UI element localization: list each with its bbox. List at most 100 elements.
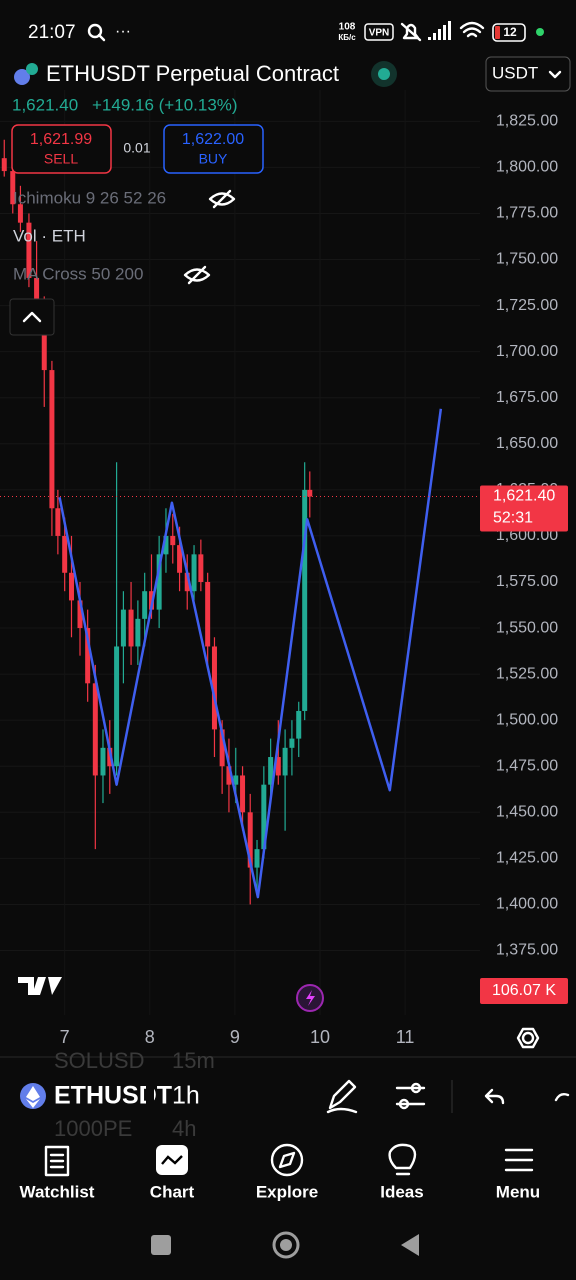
home-button[interactable] (272, 1231, 300, 1259)
nav-icon (270, 1143, 304, 1177)
candle-body (41, 314, 47, 371)
battery-level (495, 26, 500, 39)
candle-body (77, 600, 83, 629)
eth-icon (14, 69, 30, 85)
indicator[interactable]: Ichimoku 9 26 52 26 (13, 188, 166, 207)
home-button-dot (280, 1239, 292, 1251)
net-speed: 108 (339, 22, 356, 33)
draw-icon[interactable] (326, 1079, 358, 1114)
indicator[interactable]: Vol · ETH (13, 226, 86, 245)
grid: 1,825.00 1,800.00 1,775.00 1,750.00 1,725.00… (0, 90, 558, 1047)
bolt (306, 990, 315, 1006)
candle-body (107, 747, 113, 767)
settings-icon[interactable] (521, 1031, 535, 1045)
y-tick-label: 1,475.00 (496, 757, 558, 774)
tags: 1,621.40 52:31 106.07 K (480, 485, 568, 1004)
sell-price: 1,621.99 (30, 131, 92, 148)
nav-item[interactable]: Ideas (380, 1182, 423, 1201)
candle-body (226, 766, 232, 785)
candle-body (163, 535, 169, 555)
nav-icon (161, 1155, 183, 1165)
clock: 21:07 (28, 22, 76, 43)
x-tick-label: 9 (230, 1027, 240, 1047)
wifi-icon (459, 21, 485, 38)
settings-icon (516, 1027, 540, 1049)
nav-icon (44, 1145, 70, 1177)
x-tick-label: 8 (145, 1027, 155, 1047)
buy-button[interactable] (163, 124, 264, 174)
redo-icon (554, 1092, 570, 1102)
candle-body (34, 277, 40, 315)
undo-icon[interactable] (484, 1088, 505, 1105)
nav-item[interactable]: Watchlist (20, 1182, 95, 1201)
toolbar-symbol[interactable]: ETHUSDT (54, 1082, 172, 1110)
indicators-icon (398, 1098, 410, 1110)
back-button[interactable] (401, 1234, 419, 1256)
signal-icon (428, 21, 451, 40)
candle-body (114, 646, 120, 767)
candle-body (261, 784, 267, 850)
candle-body (211, 646, 217, 730)
nav-item[interactable]: Chart (150, 1182, 195, 1201)
buy-price: 1,622.00 (182, 131, 244, 148)
countdown: 52:31 (493, 510, 533, 527)
nav-item[interactable]: Menu (496, 1182, 540, 1201)
search-icon (97, 33, 106, 42)
candle-body (10, 171, 16, 205)
price-tag-label: 1,621.40 (493, 488, 555, 505)
sell-button[interactable] (11, 124, 112, 174)
candle-body (120, 609, 126, 647)
candle-body (247, 812, 253, 868)
hidden-icon[interactable] (208, 189, 236, 209)
candle-body (100, 747, 106, 776)
candle-body (1, 158, 7, 172)
toolbar-interval[interactable]: 1h (172, 1082, 200, 1110)
tv-logo (18, 977, 62, 995)
candle-body (177, 545, 183, 573)
net-unit: КБ/с (338, 33, 356, 42)
x-tick-label: 10 (310, 1027, 330, 1047)
recents-button[interactable] (151, 1235, 171, 1255)
candle-body (240, 775, 246, 813)
chevron-up (22, 311, 42, 323)
plot (0, 139, 480, 905)
collapse-button[interactable] (9, 298, 55, 336)
candle-body (289, 738, 295, 748)
battery-text: 12 (503, 25, 517, 39)
indicator[interactable]: MA Cross 50 200 (13, 264, 143, 283)
candle-body (85, 628, 91, 684)
y-tick-label: 1,425.00 (496, 850, 558, 867)
buy-label: BUY (199, 151, 228, 167)
candle-body (17, 204, 23, 223)
nav-icon (278, 1151, 296, 1169)
candle-body (296, 710, 302, 739)
candle-body (92, 683, 98, 776)
y-tick-label: 1,575.00 (496, 573, 558, 590)
candle-body (170, 535, 176, 546)
spread: 0.01 (123, 140, 150, 156)
nav-item[interactable]: Explore (256, 1182, 318, 1201)
y-tick-label: 1,700.00 (496, 343, 558, 360)
candle-body (307, 489, 313, 497)
candle-body (275, 757, 281, 776)
y-tick-label: 1,525.00 (496, 665, 558, 682)
symbol-title[interactable]: ETHUSDT Perpetual Contract (46, 61, 339, 86)
x-tick-label: 11 (396, 1027, 415, 1047)
volume-tag-label: 106.07 K (492, 982, 556, 999)
indicators-icon (410, 1082, 422, 1094)
candle-body (233, 775, 239, 785)
candle-body (205, 581, 211, 647)
candle-body (219, 729, 225, 767)
currency-select[interactable] (485, 56, 571, 92)
candle-body (184, 572, 190, 592)
nav-icon (388, 1143, 417, 1176)
drawing-path (58, 408, 443, 899)
y-tick-label: 1,775.00 (496, 205, 558, 222)
y-tick-label: 1,550.00 (496, 619, 558, 636)
hidden-icon[interactable] (183, 265, 211, 285)
vpn-text: VPN (369, 28, 390, 39)
candle-body (135, 618, 141, 647)
volume-tag (480, 978, 568, 1004)
candle-body (191, 554, 197, 592)
